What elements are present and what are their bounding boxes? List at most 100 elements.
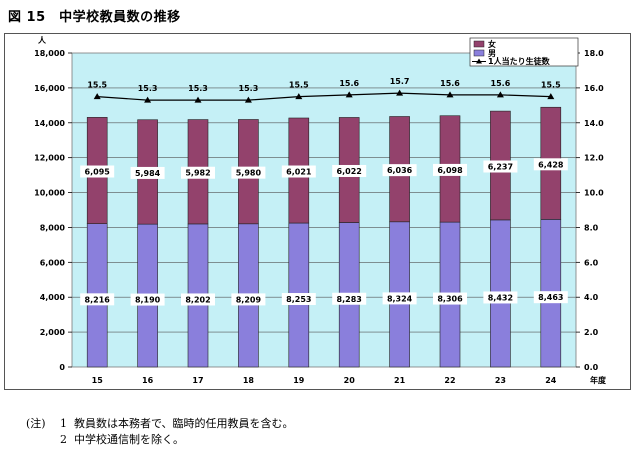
legend-label-ratio: 1人当たり生徒数 <box>488 56 551 66</box>
legend-label-female: 女 <box>488 39 496 49</box>
legend-box <box>469 37 579 67</box>
x-tick-label: 16 <box>142 376 154 385</box>
line-data-label: 15.6 <box>491 79 511 88</box>
data-label-female: 6,095 <box>85 168 111 177</box>
x-tick-label: 22 <box>444 376 455 385</box>
data-label-male: 8,432 <box>488 293 513 302</box>
x-tick-label: 24 <box>545 376 557 385</box>
notes: (注) 1 教員数は本務者で、臨時的任用教員を含む。 2 中学校通信制を除く。 <box>26 416 294 448</box>
notes-lead: (注) <box>26 417 46 430</box>
note-text: 中学校通信制を除く。 <box>74 433 184 446</box>
x-tick-label: 21 <box>394 376 406 385</box>
note-row-1: (注) 1 教員数は本務者で、臨時的任用教員を含む。 <box>26 416 294 432</box>
y-tick-label: 14,000 <box>34 119 65 128</box>
data-label-female: 6,237 <box>488 163 513 172</box>
line-point <box>244 96 252 103</box>
data-label-box <box>533 291 568 304</box>
data-label-box <box>231 166 266 179</box>
y2-tick-label: 6.0 <box>584 258 599 267</box>
y-axis-label: 人 <box>38 35 47 45</box>
data-label-box <box>433 163 467 176</box>
data-label-male: 8,306 <box>437 295 463 304</box>
line-point <box>295 93 303 100</box>
chart-frame <box>4 33 631 390</box>
data-label-box <box>483 160 518 173</box>
data-label-box <box>533 158 568 171</box>
x-tick-label: 23 <box>495 376 506 385</box>
line-data-label: 15.5 <box>289 81 309 90</box>
y2-tick-label: 8.0 <box>584 223 599 232</box>
legend-swatch-female <box>473 40 485 48</box>
line-point <box>547 93 555 100</box>
line-data-label: 15.6 <box>339 79 359 88</box>
data-label-box <box>80 165 115 178</box>
data-label-male: 8,190 <box>135 296 161 305</box>
y2-tick-label: 10.0 <box>584 189 604 198</box>
data-label-male: 8,253 <box>286 295 311 304</box>
data-label-box <box>281 165 316 178</box>
data-label-male: 8,283 <box>337 295 362 304</box>
data-label-box <box>80 293 115 306</box>
y-tick-label: 16,000 <box>34 84 65 93</box>
y2-tick-label: 18.0 <box>584 49 604 58</box>
data-label-box <box>130 293 165 306</box>
x-tick-label: 18 <box>243 376 255 385</box>
data-label-box <box>483 291 518 304</box>
line-point <box>144 96 152 103</box>
data-label-female: 5,980 <box>236 169 262 178</box>
line-data-label: 15.5 <box>541 81 561 90</box>
line-data-label: 15.5 <box>87 81 107 90</box>
y-tick-label: 12,000 <box>34 154 65 163</box>
x-tick-label: 15 <box>92 376 104 385</box>
x-tick-label: 17 <box>192 376 203 385</box>
line-point <box>345 91 353 98</box>
figure-title: 図 15 中学校教員数の推移 <box>8 10 181 25</box>
data-label-female: 6,022 <box>337 167 362 176</box>
line-data-label: 15.7 <box>390 77 410 86</box>
data-label-male: 8,209 <box>236 295 262 304</box>
data-label-female: 5,982 <box>185 169 210 178</box>
line-point <box>446 91 454 98</box>
y2-tick-label: 12.0 <box>584 154 604 163</box>
data-label-box <box>382 164 417 177</box>
y-tick-label: 0 <box>59 363 65 372</box>
note-text: 教員数は本務者で、臨時的任用教員を含む。 <box>74 417 294 430</box>
y2-tick-label: 2.0 <box>584 328 599 337</box>
y2-tick-label: 4.0 <box>584 293 599 302</box>
line-data-label: 15.3 <box>188 84 208 93</box>
line-data-label: 15.3 <box>239 84 259 93</box>
data-label-box <box>181 293 215 306</box>
y-tick-label: 6,000 <box>40 258 66 267</box>
y-tick-label: 4,000 <box>40 293 66 302</box>
data-label-box <box>130 166 165 179</box>
line-point <box>496 91 504 98</box>
y-tick-label: 10,000 <box>34 189 65 198</box>
legend-label-male: 男 <box>488 49 496 58</box>
data-label-box <box>433 292 467 305</box>
note-number: 2 <box>60 433 67 446</box>
data-label-female: 6,428 <box>538 160 564 169</box>
line-series <box>97 92 551 101</box>
data-label-female: 6,021 <box>286 168 312 177</box>
data-label-female: 6,098 <box>437 166 463 175</box>
data-label-female: 5,984 <box>135 169 161 178</box>
x-tick-label: 20 <box>344 376 356 385</box>
chart: 0 0.0 2,000 2.0 4,000 4.0 6,000 6.0 8,000 8.0 10,0… <box>34 35 607 385</box>
y-tick-label: 2,000 <box>40 328 66 337</box>
line-point <box>396 89 404 96</box>
y2-tick-label: 16.0 <box>584 84 604 93</box>
line-point <box>93 93 101 100</box>
data-label-box <box>281 293 316 306</box>
data-label-box <box>332 164 367 177</box>
legend-swatch-male <box>473 49 485 57</box>
data-label-female: 6,036 <box>387 166 413 175</box>
legend-marker <box>476 58 482 64</box>
y-tick-label: 18,000 <box>34 49 65 58</box>
note-number: 1 <box>60 417 67 430</box>
data-label-male: 8,202 <box>185 295 210 304</box>
y2-tick-label: 14.0 <box>584 119 604 128</box>
x-axis-label: 年度 <box>590 375 607 385</box>
data-label-box <box>382 292 417 305</box>
line-point <box>194 96 202 103</box>
